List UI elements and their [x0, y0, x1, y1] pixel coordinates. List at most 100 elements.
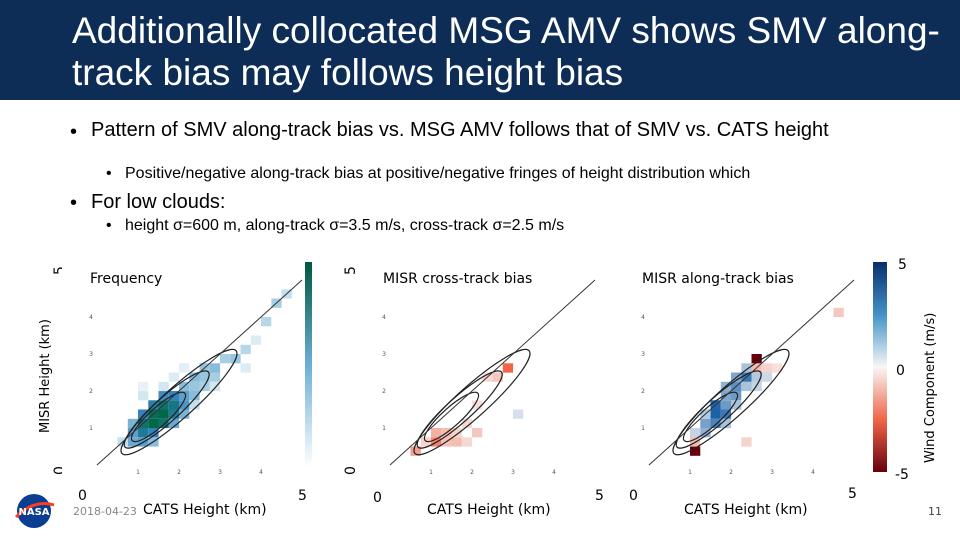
- heatmap-cell: [168, 372, 180, 382]
- frequency-colorbar: [305, 262, 312, 467]
- sub-bullet-1-text: Positive/negative along-track bias at po…: [125, 165, 751, 182]
- slide-title: Additionally collocated MSG AMV shows SM…: [72, 10, 940, 93]
- heatmap-cell: [410, 446, 421, 456]
- panel1-x-min: 0: [78, 488, 87, 504]
- heatmap-cell: [189, 400, 200, 410]
- panel1-x-max: 5: [298, 488, 307, 504]
- heatmap-cell: [472, 428, 483, 438]
- nasa-logo: NASA: [14, 494, 55, 528]
- heatmap-cell: [751, 372, 762, 382]
- panel-along-track-bias: MISR along-track bias 1 1 2 2 3 3 4 4: [614, 250, 864, 475]
- y-tick-label: 2: [89, 388, 93, 395]
- contours: [120, 348, 238, 456]
- heatmap-cell: [127, 437, 139, 447]
- heatmap-cell: [209, 363, 221, 373]
- y-axis-label: MISR Height (km): [38, 319, 53, 433]
- panel2-x-min: 0: [373, 490, 382, 506]
- heatmap-cell: [461, 418, 473, 429]
- heatmap-cell: [710, 418, 721, 429]
- heatmap-cell: [720, 418, 732, 429]
- y-tick-label: 2: [382, 388, 386, 395]
- heatmap-cell: [240, 363, 251, 373]
- y-tick-label: 2: [641, 388, 645, 395]
- heatmap-cell: [168, 400, 180, 410]
- panel-title: MISR along-track bias: [642, 271, 794, 287]
- x-tick-label: 1: [136, 469, 140, 475]
- contours: [672, 348, 790, 456]
- plot-frame: [62, 250, 312, 475]
- y-tick-label: 4: [641, 314, 645, 321]
- page-number: 11: [928, 505, 942, 518]
- panel2-x-label: CATS Height (km): [427, 502, 551, 518]
- heatmap-cell: [138, 409, 149, 419]
- heatmap-cell: [189, 391, 200, 401]
- bullet-dot: •: [70, 192, 78, 214]
- heatmap-cell: [420, 437, 432, 447]
- plot-frame: [355, 250, 605, 475]
- density-contour: [423, 391, 480, 443]
- heatmap-cell: [189, 381, 200, 392]
- heatmap-cell: [179, 409, 190, 419]
- heatmap-cell: [451, 428, 462, 438]
- heatmap-cell: [138, 391, 149, 401]
- title-bar: Additionally collocated MSG AMV shows SM…: [0, 0, 960, 100]
- x-tick-label: 1: [429, 469, 433, 475]
- heatmap-cell: [751, 354, 762, 364]
- density-contour: [413, 348, 531, 456]
- colorbar-min-label: -5: [895, 467, 909, 483]
- x-tick-label: 3: [218, 469, 222, 475]
- heatmap-cell: [761, 363, 773, 373]
- bullet-1-text: Pattern of SMV along-track bias vs. MSG …: [91, 119, 829, 141]
- y-tick-label: 1: [382, 425, 386, 432]
- heatmap-cell: [179, 363, 190, 373]
- one-to-one-line: [96, 279, 303, 466]
- heatmap-cell: [461, 437, 473, 447]
- heatmap-cell: [492, 372, 503, 382]
- sub-bullet-2-text: height σ=600 m, along-track σ=3.5 m/s, c…: [125, 217, 565, 234]
- heatmap-cell: [720, 400, 732, 410]
- ticks: 1 1 2 2 3 3 4 4: [382, 314, 556, 475]
- bullet-dot: •: [70, 121, 78, 143]
- heatmap-cell: [451, 437, 462, 447]
- heatmap-cell: [209, 381, 221, 392]
- panel2-x-max: 5: [595, 488, 604, 504]
- heatmap-cell: [731, 391, 742, 401]
- heatmap-cell: [158, 418, 169, 429]
- nasa-logo-text: NASA: [18, 507, 49, 518]
- panel-title: Frequency: [90, 271, 162, 287]
- y-tick-label: 3: [641, 351, 645, 358]
- heatmap-cell: [209, 372, 221, 382]
- heatmap-cell: [138, 381, 149, 392]
- panel1-x-label: CATS Height (km): [143, 502, 267, 518]
- y-tick-label: 3: [382, 351, 386, 358]
- panel-frequency: Frequency 1 1 2 2 3 3 4 4: [62, 250, 312, 475]
- x-tick-label: 3: [770, 469, 774, 475]
- sub-bullet-dot: •: [106, 165, 112, 182]
- heatmap-cell: [741, 363, 752, 373]
- x-tick-label: 4: [259, 469, 263, 475]
- heatmap-cell: [179, 391, 190, 401]
- x-tick-label: 3: [511, 469, 515, 475]
- heatmap-cell: [731, 400, 742, 410]
- panel-title: MISR cross-track bias: [383, 271, 532, 287]
- one-to-one-line: [389, 279, 596, 466]
- bias-colorbar: [873, 262, 887, 472]
- heatmap-cell: [148, 418, 159, 429]
- heatmap-cell: [833, 307, 844, 318]
- heatmap-cell: [220, 354, 231, 364]
- y-tick-label: 1: [641, 425, 645, 432]
- slide-date: 2018-04-23: [73, 505, 137, 518]
- density-contour: [682, 391, 739, 443]
- panel-cross-track-bias: MISR cross-track bias 1 1 2 2 3 3 4 4: [355, 250, 605, 475]
- heatmap-cell: [138, 428, 149, 438]
- heatmap-cell: [158, 381, 169, 392]
- colorbar-max-label: 5: [898, 257, 907, 273]
- y-tick-label: 4: [382, 314, 386, 321]
- y-tick-label: 3: [89, 351, 93, 358]
- heatmap-cell: [690, 428, 701, 438]
- heatmap-cell: [772, 363, 783, 373]
- contours: [413, 348, 531, 456]
- one-to-one-line: [648, 279, 855, 466]
- density-contour: [672, 348, 790, 456]
- heatmap-cell: [179, 400, 190, 410]
